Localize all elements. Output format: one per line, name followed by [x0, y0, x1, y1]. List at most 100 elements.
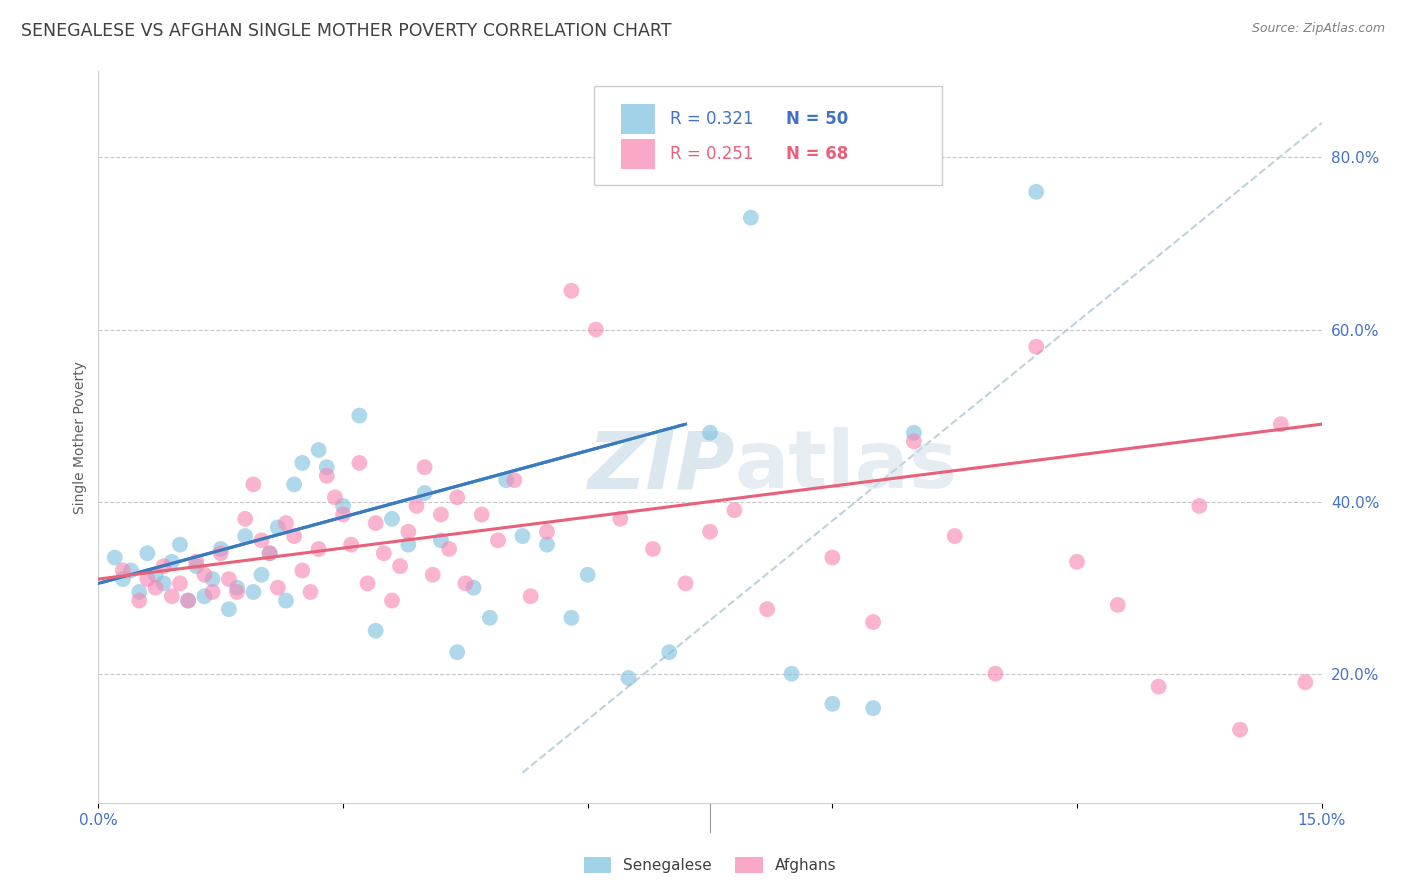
Point — [1025, 340, 1047, 354]
Point — [430, 508, 453, 522]
Point — [560, 284, 582, 298]
Point — [274, 593, 297, 607]
Point — [821, 697, 844, 711]
Point — [658, 645, 681, 659]
Point — [291, 564, 314, 578]
Point — [1294, 675, 1316, 690]
Point — [340, 538, 363, 552]
Point — [209, 546, 232, 560]
Point — [373, 546, 395, 560]
Point — [193, 567, 215, 582]
Point — [209, 541, 232, 556]
Point — [136, 546, 159, 560]
Point — [177, 593, 200, 607]
Point — [617, 671, 640, 685]
Point — [364, 516, 387, 530]
Point — [267, 520, 290, 534]
Point — [242, 585, 264, 599]
Point — [821, 550, 844, 565]
Point — [120, 564, 142, 578]
Text: R = 0.321: R = 0.321 — [669, 110, 754, 128]
Point — [259, 546, 281, 560]
Point — [519, 589, 541, 603]
Point — [1270, 417, 1292, 432]
Point — [186, 555, 208, 569]
Point — [576, 567, 599, 582]
Point — [1147, 680, 1170, 694]
Point — [495, 473, 517, 487]
Point — [218, 602, 240, 616]
Point — [291, 456, 314, 470]
Point — [349, 409, 371, 423]
Point — [396, 538, 419, 552]
Point — [446, 491, 468, 505]
Point — [349, 456, 371, 470]
Point — [186, 559, 208, 574]
Bar — [620, 139, 655, 169]
Point — [396, 524, 419, 539]
Point — [283, 477, 305, 491]
Text: atlas: atlas — [734, 427, 957, 506]
Point — [585, 322, 607, 336]
Point — [536, 538, 558, 552]
Point — [536, 524, 558, 539]
Point — [740, 211, 762, 225]
Point — [274, 516, 297, 530]
Point — [463, 581, 485, 595]
Point — [1066, 555, 1088, 569]
Text: Source: ZipAtlas.com: Source: ZipAtlas.com — [1251, 22, 1385, 36]
Point — [903, 425, 925, 440]
Point — [560, 611, 582, 625]
Text: SENEGALESE VS AFGHAN SINGLE MOTHER POVERTY CORRELATION CHART: SENEGALESE VS AFGHAN SINGLE MOTHER POVER… — [21, 22, 672, 40]
Point — [308, 442, 330, 457]
Point — [364, 624, 387, 638]
Point — [128, 593, 150, 607]
Point — [984, 666, 1007, 681]
Point — [430, 533, 453, 548]
Point — [512, 529, 534, 543]
Y-axis label: Single Mother Poverty: Single Mother Poverty — [73, 360, 87, 514]
Point — [250, 567, 273, 582]
Point — [104, 550, 127, 565]
Point — [486, 533, 509, 548]
Point — [259, 546, 281, 560]
Point — [675, 576, 697, 591]
Point — [177, 593, 200, 607]
FancyBboxPatch shape — [593, 86, 942, 185]
Point — [242, 477, 264, 491]
Text: ZIP: ZIP — [588, 427, 734, 506]
Point — [454, 576, 477, 591]
Point — [943, 529, 966, 543]
Point — [193, 589, 215, 603]
Bar — [620, 104, 655, 134]
Point — [1188, 499, 1211, 513]
Point — [862, 701, 884, 715]
Point — [405, 499, 427, 513]
Point — [136, 572, 159, 586]
Point — [111, 572, 134, 586]
Point — [226, 581, 249, 595]
Point — [299, 585, 322, 599]
Point — [145, 581, 167, 595]
Point — [332, 499, 354, 513]
Point — [413, 486, 436, 500]
Point — [356, 576, 378, 591]
Point — [267, 581, 290, 595]
Point — [780, 666, 803, 681]
Point — [233, 512, 256, 526]
Point — [152, 576, 174, 591]
Point — [323, 491, 346, 505]
Point — [389, 559, 412, 574]
Point — [381, 593, 404, 607]
Point — [699, 425, 721, 440]
Text: R = 0.251: R = 0.251 — [669, 145, 754, 163]
Point — [756, 602, 779, 616]
Point — [478, 611, 501, 625]
Point — [201, 572, 224, 586]
Point — [128, 585, 150, 599]
Text: N = 50: N = 50 — [786, 110, 848, 128]
Point — [218, 572, 240, 586]
Point — [503, 473, 526, 487]
Point — [332, 508, 354, 522]
Point — [169, 538, 191, 552]
